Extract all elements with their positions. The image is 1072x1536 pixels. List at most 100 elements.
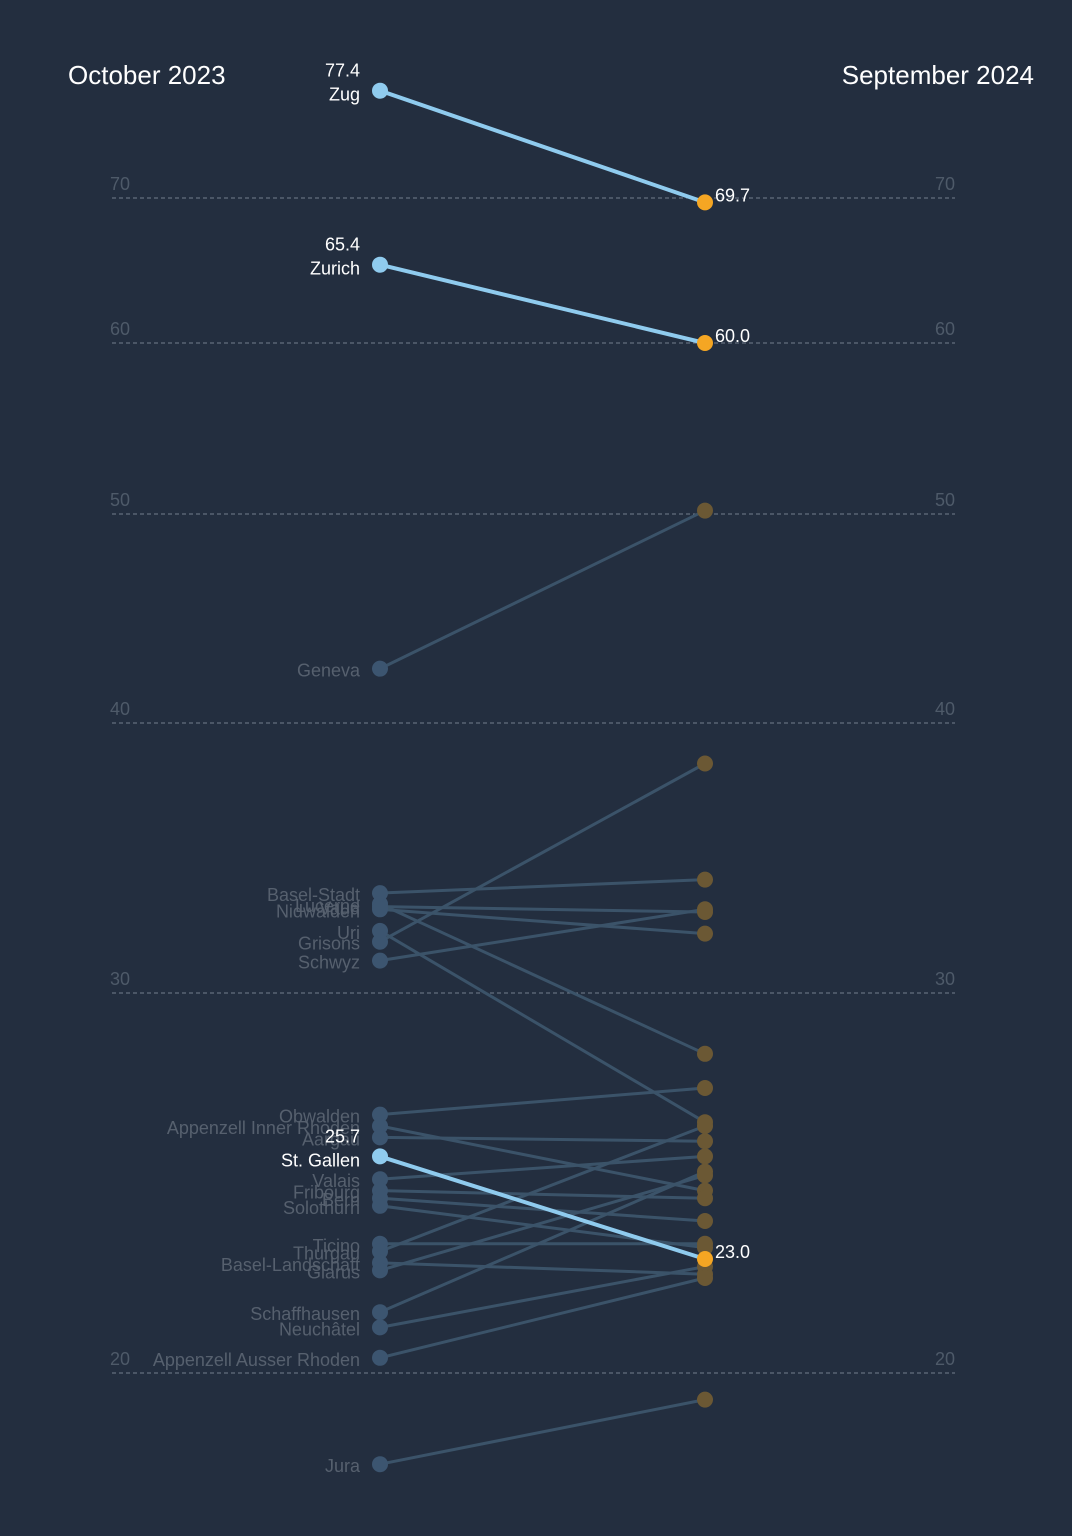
series-line-lucerne <box>378 902 707 1056</box>
series-line-basel-landschaft <box>378 1261 707 1276</box>
end-point-nidwalden <box>697 925 713 942</box>
tick-label-left-60: 60 <box>110 319 130 339</box>
series-line-zug <box>378 88 707 205</box>
start-point-glarus <box>372 1262 388 1279</box>
series-line-thurgau <box>378 1124 707 1253</box>
series-line-geneva <box>378 509 707 671</box>
start-point-geneva <box>372 660 388 677</box>
series-line-nidwalden <box>378 907 707 936</box>
grid-layer: 20 20 30 30 40 40 50 50 60 60 70 70 <box>110 174 955 1374</box>
tick-label-right-20: 20 <box>935 1349 955 1369</box>
tick-label-right-60: 60 <box>935 319 955 339</box>
end-point-grisons <box>697 755 713 772</box>
series-label-basel-stadt: Basel-Stadt <box>267 885 360 905</box>
left-column-header: October 2023 <box>68 60 226 90</box>
tick-label-left-20: 20 <box>110 1349 130 1369</box>
series-line-appenzell-inner-rhoden <box>378 1124 707 1193</box>
series-line-vaud <box>378 905 707 914</box>
series-line-obwalden <box>378 1086 707 1117</box>
tick-label-right-70: 70 <box>935 174 955 194</box>
start-point-st-gallen <box>372 1148 388 1165</box>
series-line-schaffhausen <box>378 1170 707 1314</box>
tick-label-right-40: 40 <box>935 699 955 719</box>
series-label-valais: Valais <box>312 1171 360 1191</box>
end-point-geneva <box>697 502 713 519</box>
tick-label-left-30: 30 <box>110 969 130 989</box>
start-point-obwalden <box>372 1106 388 1123</box>
series-label-ticino: Ticino <box>313 1236 360 1256</box>
start-point-jura <box>372 1456 388 1473</box>
start-point-thurgau <box>372 1243 388 1260</box>
tick-label-left-50: 50 <box>110 490 130 510</box>
start-point-valais <box>372 1171 388 1188</box>
series-label-vaud: Vaud <box>319 899 360 919</box>
series-line-neuchatel <box>378 1265 707 1329</box>
series-label-geneva: Geneva <box>297 661 361 681</box>
series-label-nidwalden: Nidwalden <box>276 901 360 921</box>
start-point-grisons <box>372 933 388 950</box>
series-label-grisons: Grisons <box>298 934 360 954</box>
end-point-aargau <box>697 1133 713 1150</box>
series-line-schwyz <box>378 907 707 963</box>
start-point-appenzell-ausser-rhoden <box>372 1349 388 1366</box>
end-value-label-st-gallen: 23.0 <box>715 1242 750 1262</box>
start-point-solothurn <box>372 1197 388 1214</box>
series-label-zurich: Zurich <box>310 259 360 279</box>
series-label-bern: Bern <box>322 1190 360 1210</box>
start-value-label-zug: 77.4 <box>325 61 360 81</box>
end-point-fribourg <box>697 1190 713 1207</box>
series-label-jura: Jura <box>325 1456 361 1476</box>
series-line-fribourg <box>378 1189 707 1200</box>
series-label-aargau: Aargau <box>302 1129 360 1149</box>
series-label-basel-landschaft: Basel-Landschaft <box>221 1255 360 1275</box>
end-point-jura <box>697 1391 713 1408</box>
end-point-valais <box>697 1148 713 1165</box>
dim-series-lines <box>378 509 707 1466</box>
start-point-zurich <box>372 256 388 273</box>
series-line-st-gallen <box>378 1154 707 1261</box>
end-point-zurich <box>697 335 713 351</box>
series-line-appenzell-ausser-rhoden <box>378 1276 707 1360</box>
end-point-basel-stadt <box>697 871 713 888</box>
start-point-aargau <box>372 1129 388 1146</box>
tick-label-right-30: 30 <box>935 969 955 989</box>
start-point-nidwalden <box>372 901 388 918</box>
series-line-uri <box>378 929 707 1124</box>
start-point-zug <box>372 82 388 99</box>
end-point-st-gallen <box>697 1251 713 1267</box>
tick-label-left-40: 40 <box>110 699 130 719</box>
tick-label-right-50: 50 <box>935 490 955 510</box>
tick-label-left-70: 70 <box>110 174 130 194</box>
dim-series-points <box>372 502 713 1473</box>
series-label-glarus: Glarus <box>307 1262 360 1282</box>
series-label-schwyz: Schwyz <box>298 953 360 973</box>
end-point-lucerne <box>697 1045 713 1062</box>
series-line-basel-stadt <box>378 878 707 895</box>
right-column-header: September 2024 <box>842 60 1034 90</box>
dim-series-labels: Geneva Basel-StadtLucerneVaudNidwaldenUri… <box>153 661 361 1477</box>
start-value-label-st-gallen: 25.7 <box>325 1126 360 1146</box>
series-label-appenzell-ausser-rhoden: Appenzell Ausser Rhoden <box>153 1350 360 1370</box>
end-value-label-zug: 69.7 <box>715 185 750 205</box>
series-line-glarus <box>378 1173 707 1272</box>
series-label-obwalden: Obwalden <box>279 1107 360 1127</box>
start-point-schaffhausen <box>372 1304 388 1321</box>
series-label-uri: Uri <box>337 923 360 943</box>
series-label-zug: Zug <box>329 85 360 105</box>
series-label-thurgau: Thurgau <box>293 1243 360 1263</box>
series-label-solothurn: Solothurn <box>283 1198 360 1218</box>
end-point-ticino <box>697 1235 713 1252</box>
end-point-appenzell-ausser-rhoden <box>697 1270 713 1286</box>
series-label-lucerne: Lucerne <box>295 896 360 916</box>
series-label-fribourg: Fribourg <box>293 1183 360 1203</box>
start-point-schwyz <box>372 952 388 969</box>
highlighted-series: 77.4 Zug 69.7 65.4 Zurich 60.0 25.7 St. Gallen 2… <box>281 61 750 1267</box>
start-point-appenzell-inner-rhoden <box>372 1118 388 1134</box>
end-point-schaffhausen <box>697 1163 713 1180</box>
start-value-label-zurich: 65.4 <box>325 235 360 255</box>
end-point-bern <box>697 1213 713 1229</box>
series-line-aargau <box>378 1135 707 1143</box>
series-label-neuchatel: Neuchâtel <box>279 1319 360 1339</box>
series-label-appenzell-inner-rhoden: Appenzell Inner Rhoden <box>167 1118 360 1138</box>
